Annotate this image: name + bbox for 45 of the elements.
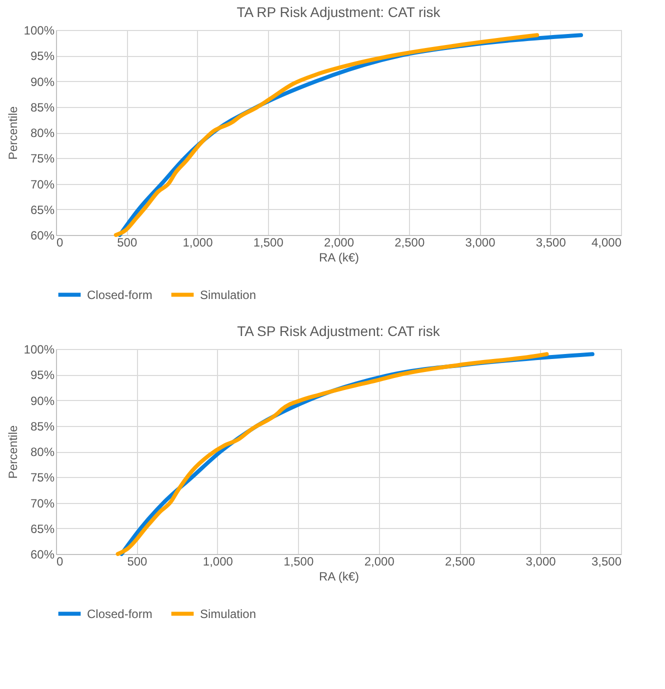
y-tick-label: 100%	[24, 24, 55, 38]
y-tick-label: 95%	[30, 49, 55, 64]
legend-label: Simulation	[200, 606, 256, 621]
x-tick-label: 1,500	[284, 554, 314, 568]
y-tick-label: 60%	[30, 228, 55, 242]
x-tick-label: 0	[56, 554, 64, 568]
x-tick-label: 500	[127, 554, 148, 568]
y-tick-label: 90%	[30, 394, 55, 408]
y-tick-label: 65%	[30, 202, 55, 217]
y-tick-label: 60%	[30, 548, 55, 562]
x-tick-label: 1,000	[202, 554, 234, 568]
x-tick-label: 2,500	[445, 554, 476, 568]
y-axis-title: Percentile	[6, 425, 20, 479]
x-tick-label: 3,000	[465, 236, 496, 250]
y-tick-label: 95%	[30, 368, 55, 382]
legend-label: Simulation	[200, 288, 256, 302]
y-tick-label: 75%	[30, 470, 55, 485]
x-tick-label: 3,500	[536, 236, 566, 250]
y-axis-title: Percentile	[6, 106, 20, 160]
y-tick-label: 75%	[30, 152, 55, 166]
x-tick-label: 500	[117, 236, 138, 250]
x-tick-label: 3,000	[526, 554, 556, 568]
y-tick-label: 85%	[30, 100, 55, 114]
x-tick-label: 1,500	[253, 236, 284, 250]
y-tick-label: 70%	[30, 177, 55, 192]
legend-label: Closed-form	[87, 288, 152, 302]
y-tick-label: 80%	[30, 445, 55, 459]
x-tick-label: 2,000	[324, 236, 354, 250]
x-tick-label: 3,500	[591, 554, 622, 568]
y-tick-label: 65%	[30, 522, 55, 536]
y-tick-label: 90%	[30, 74, 55, 89]
x-tick-label: 4,000	[591, 236, 622, 250]
y-tick-label: 80%	[30, 126, 55, 140]
x-axis-title: RA (k€)	[318, 250, 360, 264]
y-tick-label: 70%	[30, 496, 55, 510]
x-tick-label: 2,500	[394, 236, 425, 250]
x-tick-label: 2,000	[364, 554, 395, 568]
x-tick-label: 0	[56, 236, 64, 250]
x-axis-title: RA (k€)	[318, 570, 360, 584]
y-tick-label: 100%	[24, 342, 55, 356]
x-tick-label: 1,000	[182, 236, 214, 250]
legend-label: Closed-form	[87, 606, 152, 621]
chart-title: TA RP Risk Adjustment: CAT risk	[236, 4, 442, 20]
chart-title: TA SP Risk Adjustment: CAT risk	[237, 323, 441, 339]
y-tick-label: 85%	[30, 419, 55, 434]
